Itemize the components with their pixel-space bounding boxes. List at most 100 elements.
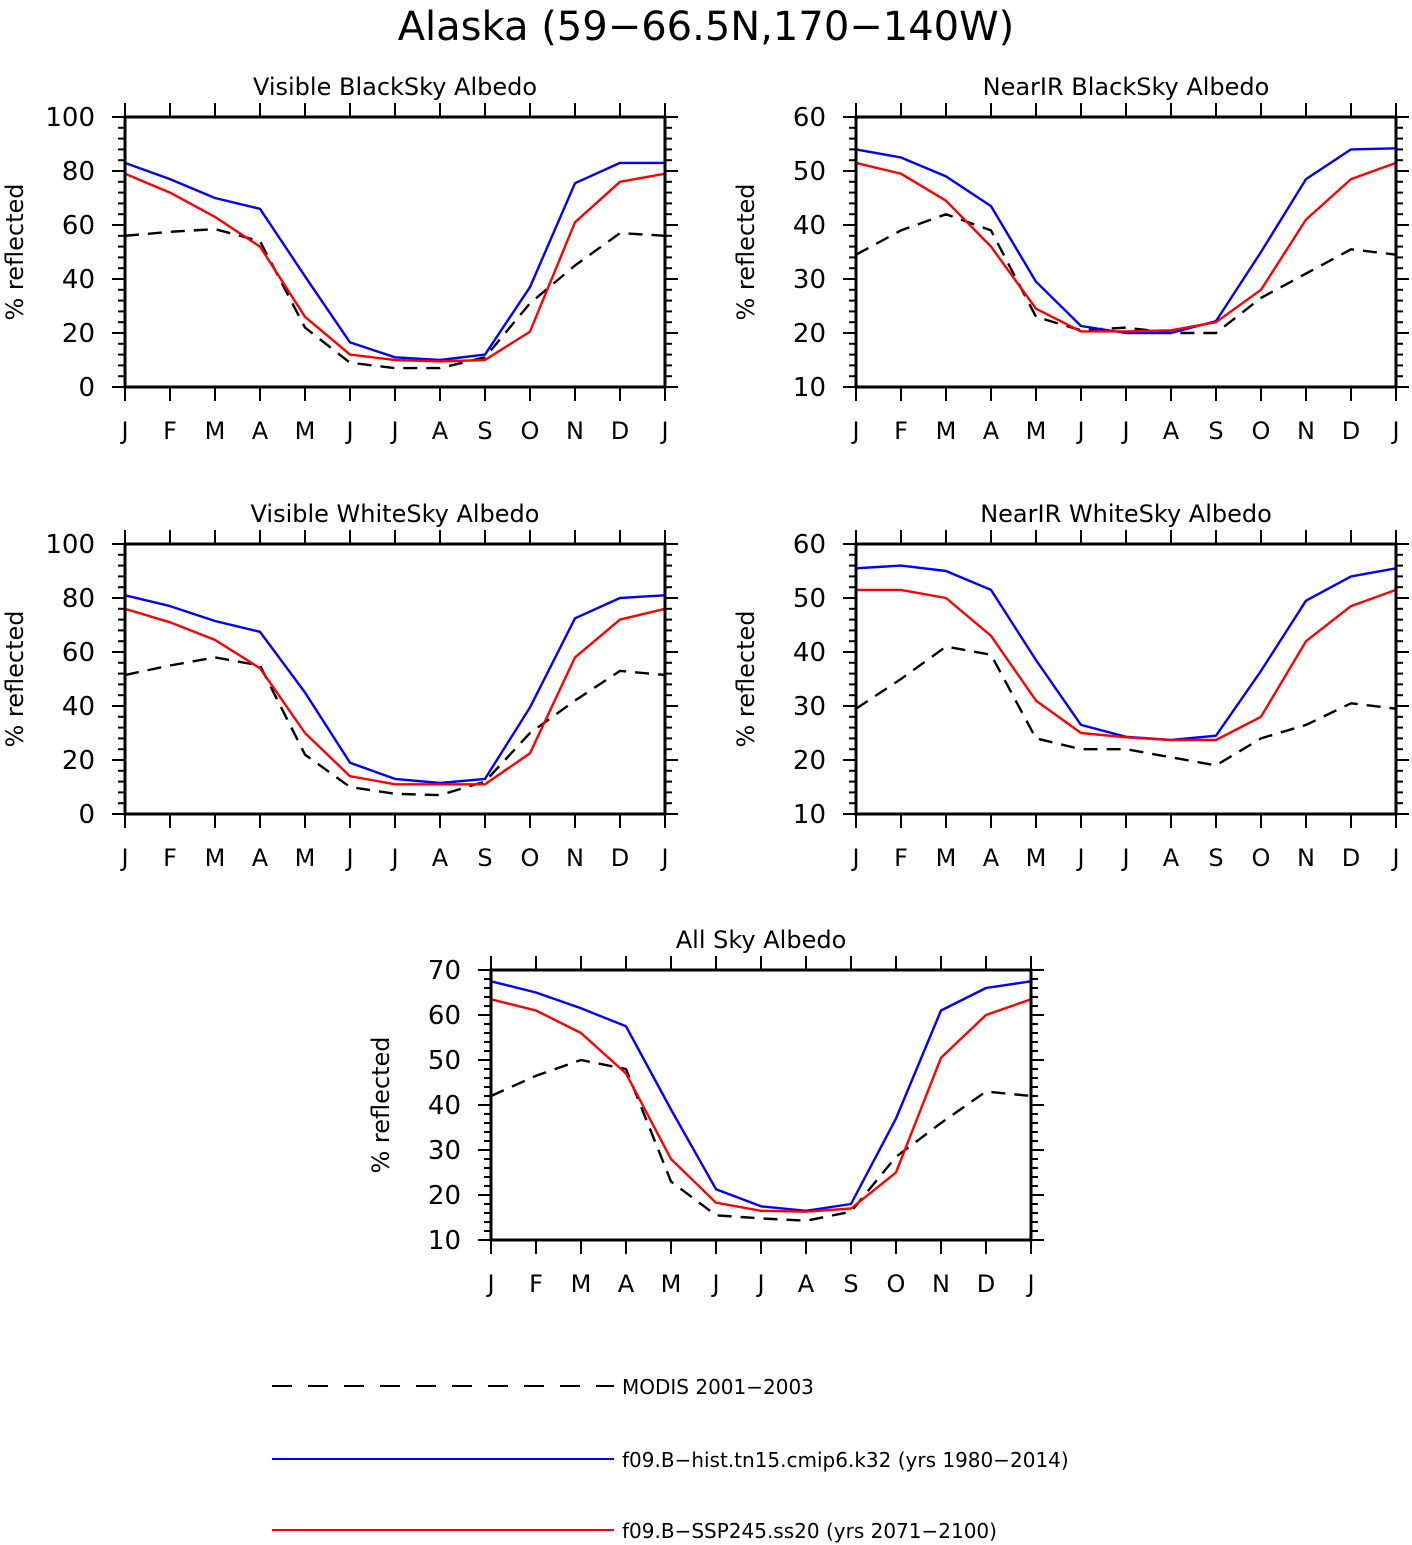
- y-axis-label: % reflected: [367, 1036, 395, 1173]
- series-line-hist: [124, 594, 666, 785]
- series-line-hist: [490, 980, 1032, 1213]
- x-tick-label: J: [344, 844, 353, 872]
- chart-title: NearIR BlackSky Albedo: [983, 73, 1270, 101]
- x-tick-label: J: [850, 417, 859, 445]
- y-tick-label: 50: [428, 1046, 461, 1076]
- series-line-ssp: [124, 607, 666, 786]
- series-line-ssp: [124, 172, 666, 363]
- x-tick-label: D: [1342, 417, 1360, 445]
- x-tick-label: A: [1163, 417, 1180, 445]
- x-tick-label: A: [1163, 844, 1180, 872]
- x-tick-label: O: [1252, 844, 1271, 872]
- x-tick-label: J: [389, 417, 398, 445]
- x-tick-label: A: [252, 417, 269, 445]
- x-tick-label: A: [618, 1270, 635, 1298]
- y-tick-label: 100: [45, 530, 95, 560]
- y-tick-label: 40: [62, 265, 95, 295]
- x-tick-label: D: [977, 1270, 995, 1298]
- y-axis-label: % reflected: [1, 183, 29, 320]
- x-tick-label: J: [1390, 844, 1399, 872]
- x-tick-label: S: [477, 844, 492, 872]
- x-tick-label: J: [1075, 844, 1084, 872]
- chart-panel-1: Visible BlackSky Albedo % reflected 0 20 40 6…: [1, 73, 678, 445]
- x-tick-label: M: [205, 417, 226, 445]
- series-line-modis: [855, 212, 1397, 335]
- y-tick-label: 30: [793, 265, 826, 295]
- plot-frame: [854, 542, 1398, 816]
- y-tick-label: 0: [78, 800, 95, 830]
- y-axis-label: % reflected: [732, 183, 760, 320]
- y-tick-label: 50: [793, 584, 826, 614]
- y-tick-label: 0: [78, 373, 95, 403]
- x-tick-label: A: [432, 844, 449, 872]
- x-tick-label: A: [983, 417, 1000, 445]
- y-tick-label: 60: [793, 530, 826, 560]
- y-tick-label: 60: [62, 638, 95, 668]
- series-line-modis: [490, 1058, 1032, 1222]
- x-tick-label: M: [205, 844, 226, 872]
- x-tick-label: M: [1026, 417, 1047, 445]
- x-tick-label: F: [529, 1270, 543, 1298]
- x-tick-label: O: [1252, 417, 1271, 445]
- y-tick-label: 30: [793, 692, 826, 722]
- y-tick-label: 20: [62, 319, 95, 349]
- x-tick-label: A: [983, 844, 1000, 872]
- chart-title: All Sky Albedo: [676, 926, 847, 954]
- y-tick-label: 40: [793, 638, 826, 668]
- y-tick-label: 40: [428, 1091, 461, 1121]
- chart-title: Visible WhiteSky Albedo: [251, 500, 540, 528]
- x-tick-label: F: [163, 844, 177, 872]
- x-tick-label: J: [710, 1270, 719, 1298]
- x-tick-label: J: [1120, 417, 1129, 445]
- series-line-modis: [124, 656, 666, 797]
- x-tick-label: J: [755, 1270, 764, 1298]
- x-tick-label: O: [521, 417, 540, 445]
- chart-panels: Visible BlackSky Albedo % reflected 0 20 40 6…: [1, 73, 1409, 1298]
- y-tick-label: 20: [793, 319, 826, 349]
- y-tick-label: 70: [428, 956, 461, 986]
- x-tick-label: D: [1342, 844, 1360, 872]
- x-tick-label: J: [389, 844, 398, 872]
- series-line-ssp: [490, 998, 1032, 1213]
- chart-title: NearIR WhiteSky Albedo: [980, 500, 1272, 528]
- chart-panel-5: All Sky Albedo % reflected 10 20 30 40 50 60 70 J…: [367, 926, 1044, 1298]
- x-tick-label: J: [1390, 417, 1399, 445]
- x-tick-label: A: [252, 844, 269, 872]
- chart-panel-2: NearIR BlackSky Albedo % reflected 10 20 30 4…: [732, 73, 1409, 445]
- x-tick-label: A: [432, 417, 449, 445]
- series-line-ssp: [855, 161, 1397, 333]
- series-line-modis: [855, 645, 1397, 767]
- series-line-hist: [124, 161, 665, 362]
- y-tick-label: 30: [428, 1136, 461, 1166]
- x-tick-label: M: [571, 1270, 592, 1298]
- x-tick-label: M: [295, 417, 316, 445]
- x-tick-label: J: [1075, 417, 1084, 445]
- x-tick-label: A: [798, 1270, 815, 1298]
- x-tick-label: O: [887, 1270, 906, 1298]
- y-tick-label: 80: [62, 584, 95, 614]
- x-tick-label: M: [936, 844, 957, 872]
- x-tick-label: J: [485, 1270, 494, 1298]
- x-tick-label: J: [659, 417, 668, 445]
- x-tick-label: J: [850, 844, 859, 872]
- legend-label-modis: MODIS 2001−2003: [622, 1375, 814, 1399]
- x-tick-label: F: [894, 417, 908, 445]
- x-tick-label: N: [566, 417, 584, 445]
- y-tick-label: 10: [793, 373, 826, 403]
- chart-title: Visible BlackSky Albedo: [253, 73, 537, 101]
- x-tick-label: M: [661, 1270, 682, 1298]
- y-axis-label: % reflected: [732, 610, 760, 747]
- x-tick-label: F: [894, 844, 908, 872]
- x-tick-label: J: [1120, 844, 1129, 872]
- plot-frame: [123, 542, 667, 816]
- y-tick-label: 60: [62, 211, 95, 241]
- y-tick-label: 20: [62, 746, 95, 776]
- y-tick-label: 60: [428, 1001, 461, 1031]
- series-line-ssp: [856, 588, 1397, 742]
- y-tick-label: 10: [793, 800, 826, 830]
- plot-frame: [854, 115, 1398, 389]
- series-line-hist: [855, 147, 1397, 335]
- x-tick-label: M: [295, 844, 316, 872]
- chart-panel-3: Visible WhiteSky Albedo % reflected 0 20 40 6…: [1, 500, 678, 872]
